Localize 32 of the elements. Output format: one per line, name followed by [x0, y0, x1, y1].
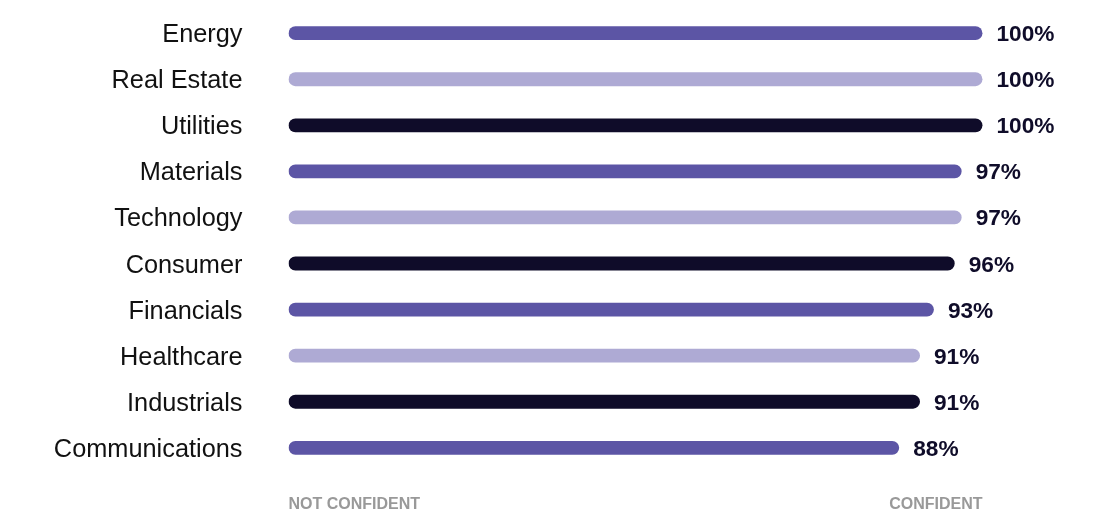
bar: [288, 440, 900, 455]
data-label: 91%: [934, 388, 980, 415]
bar: [288, 302, 934, 317]
data-label: 100%: [996, 112, 1055, 139]
y-tick-label: Energy: [162, 19, 243, 48]
bar: [288, 394, 921, 409]
y-tick-label: Technology: [114, 203, 243, 232]
bar: [288, 118, 983, 133]
data-label: 97%: [975, 158, 1022, 185]
y-tick-label: Financials: [128, 295, 243, 324]
y-tick-label: Communications: [53, 433, 243, 462]
data-label: 88%: [913, 434, 959, 461]
bar: [288, 26, 983, 41]
data-label: 96%: [968, 250, 1015, 277]
y-tick-label: Real Estate: [111, 65, 243, 94]
bar: [288, 348, 921, 363]
y-tick-label: Industrials: [127, 387, 243, 416]
data-label: 100%: [996, 20, 1055, 47]
text: NOT CONFIDENT: [288, 494, 421, 512]
y-tick-label: Utilities: [160, 111, 243, 140]
y-tick-label: Materials: [139, 157, 243, 186]
y-tick-label: Healthcare: [120, 341, 243, 370]
bar: [288, 72, 983, 87]
text: CONFIDENT: [889, 494, 983, 512]
data-label: 91%: [934, 342, 980, 369]
bar: [288, 210, 962, 225]
data-label: 93%: [947, 296, 994, 323]
bar: [288, 256, 955, 271]
y-tick-label: Consumer: [125, 249, 244, 278]
data-label: 100%: [996, 66, 1055, 93]
bar: [288, 164, 962, 179]
data-label: 97%: [975, 204, 1022, 231]
